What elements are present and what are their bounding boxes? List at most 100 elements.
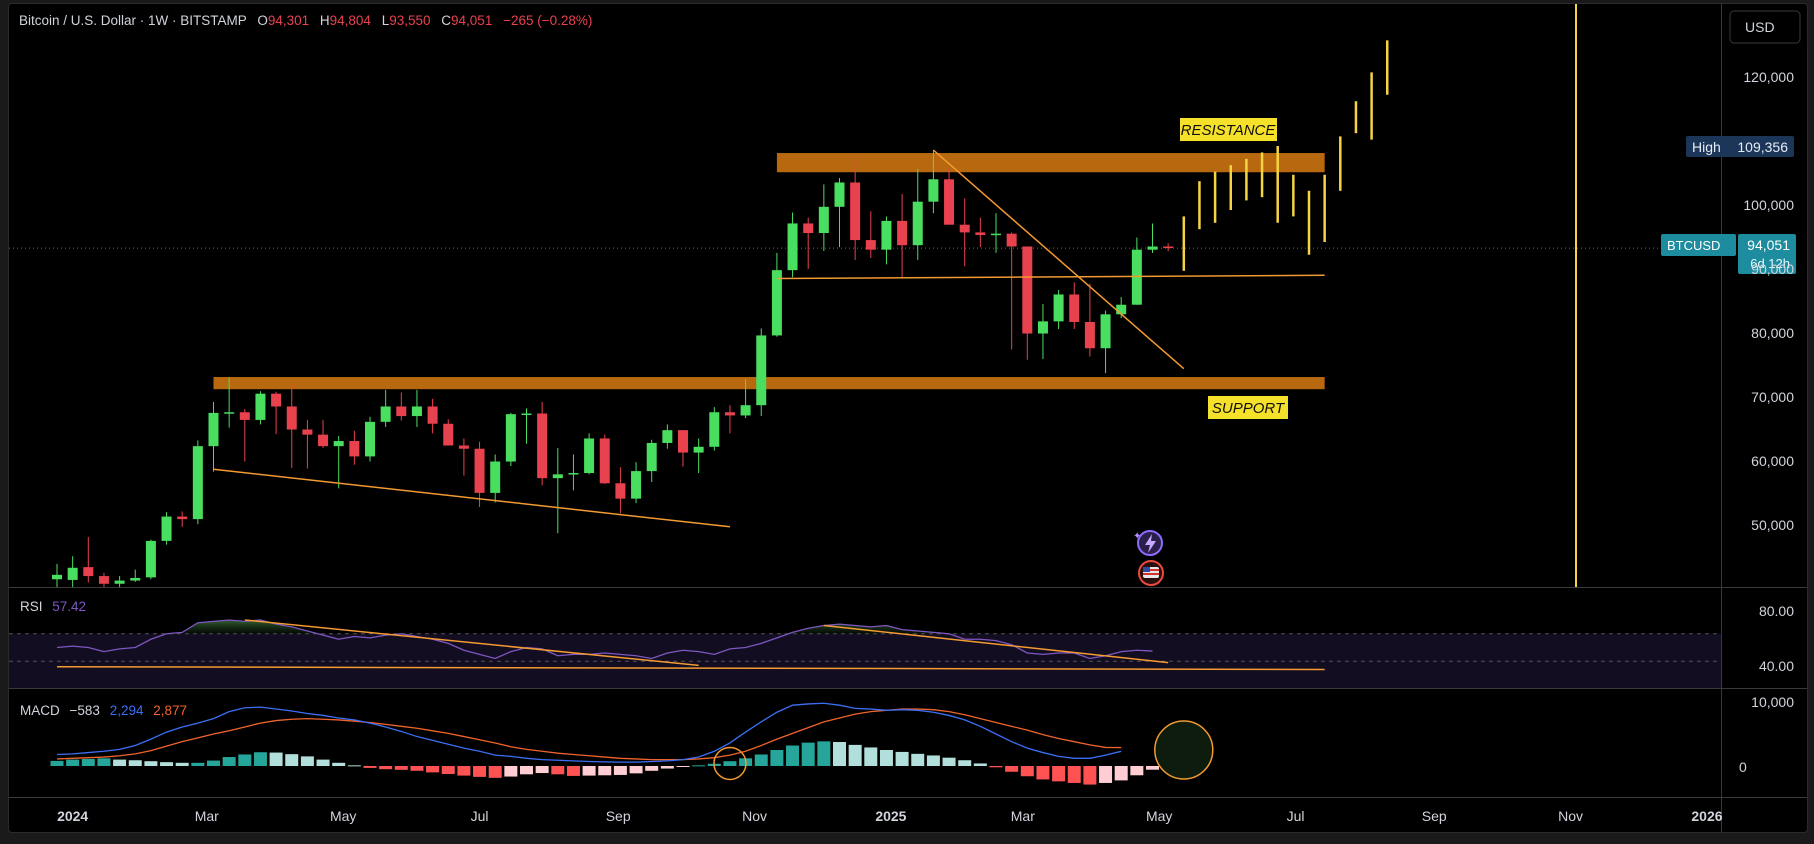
- macd-histogram-bar: [598, 766, 612, 776]
- candle-body: [505, 414, 516, 462]
- candle-body: [83, 567, 94, 577]
- candle-body: [271, 393, 282, 407]
- low-value: 93,550: [389, 13, 430, 28]
- candle-body: [239, 412, 250, 420]
- macd-histogram-bar: [786, 745, 800, 766]
- time-axis-label: 2026: [1691, 808, 1722, 824]
- currency-button[interactable]: USD: [1729, 10, 1801, 44]
- macd-histogram-bar: [989, 766, 1003, 768]
- macd-histogram-bar: [222, 757, 236, 766]
- ticker-badge: BTCUSD 94,051 6d 12h: [1661, 234, 1796, 274]
- candle-body: [443, 423, 454, 446]
- candle-body: [756, 335, 767, 406]
- candle-body: [631, 471, 642, 499]
- macd-histogram-bar: [160, 762, 174, 766]
- candle-body: [740, 405, 751, 416]
- price-tick: 70,000: [1751, 389, 1794, 405]
- candle-body: [991, 233, 1001, 236]
- candle-body: [380, 406, 391, 422]
- time-axis-label: 2025: [875, 808, 906, 824]
- time-axis-label: Nov: [1558, 808, 1583, 824]
- macd-histogram-bar: [520, 766, 533, 775]
- support-text: SUPPORT: [1212, 400, 1286, 417]
- time-axis-label: 2024: [57, 808, 88, 824]
- svg-text:RSI 57.42: RSI 57.42: [20, 599, 86, 614]
- macd-histogram-bar: [269, 752, 283, 766]
- candle-body: [803, 223, 814, 234]
- candle-body: [192, 446, 203, 520]
- candle-body: [818, 206, 829, 234]
- macd-histogram-bar: [958, 760, 972, 766]
- rsi-tick: 80.00: [1759, 603, 1794, 619]
- candle-body: [709, 412, 720, 447]
- macd-signal-value: 2,877: [153, 703, 187, 718]
- price-axis[interactable]: 120,000 100,000 90,000 80,000 70,000 60,…: [1743, 69, 1794, 533]
- macd-histogram-bar: [1099, 766, 1113, 783]
- lightning-event-icon[interactable]: ✦: [1133, 530, 1163, 556]
- macd-line-value: 2,294: [110, 703, 144, 718]
- macd-histogram-bar: [113, 759, 127, 766]
- macd-histogram-bar: [1146, 766, 1159, 770]
- candle-body: [365, 421, 375, 457]
- candle-body: [161, 516, 172, 541]
- macd-histogram-bar: [1083, 766, 1097, 785]
- candle-body: [177, 516, 188, 520]
- macd-histogram-bar: [1052, 766, 1066, 782]
- time-axis-label: May: [1146, 808, 1172, 824]
- macd-histogram-bar: [629, 766, 643, 774]
- time-axis-label: Mar: [1011, 808, 1035, 824]
- candle-body: [975, 232, 986, 235]
- price-tick: 80,000: [1751, 325, 1794, 341]
- candle-body: [1084, 322, 1095, 349]
- macd-histogram-bar: [238, 754, 252, 766]
- high-badge-value: 109,356: [1737, 139, 1788, 155]
- low-label: L: [382, 13, 390, 28]
- chart-canvas[interactable]: Bitcoin / U.S. Dollar · 1W · BITSTAMP O9…: [9, 4, 1807, 832]
- macd-histogram-bar: [613, 766, 627, 775]
- candle-body: [1147, 246, 1158, 250]
- macd-histogram-bar: [175, 762, 189, 766]
- candle-body: [662, 430, 673, 443]
- rsi-axis[interactable]: 80.00 40.00: [1759, 603, 1794, 674]
- macd-histogram-bar: [441, 766, 455, 774]
- macd-histogram-bar: [316, 759, 330, 766]
- support-label: SUPPORT: [1208, 396, 1288, 419]
- candle-body: [944, 179, 955, 225]
- macd-tick: 0: [1739, 759, 1747, 775]
- ticker-badge-value: 94,051: [1747, 237, 1790, 253]
- time-axis[interactable]: 2024 Mar May Jul Sep Nov 2025 Mar May Jul Sep Nov 20…: [57, 808, 1723, 824]
- rsi-pane[interactable]: [9, 619, 1721, 689]
- candle-body: [1006, 233, 1017, 247]
- macd-pane[interactable]: [50, 702, 1214, 785]
- macd-histogram-bar: [801, 742, 815, 766]
- resistance-label: RESISTANCE: [1180, 118, 1277, 141]
- us-flag-event-icon[interactable]: [1138, 560, 1164, 586]
- svg-text:Bitcoin / U.S. Dollar · 1W · B: Bitcoin / U.S. Dollar · 1W · BITSTAMP O9…: [19, 13, 592, 28]
- macd-axis[interactable]: 10,000 0: [1739, 694, 1794, 775]
- candle-body: [333, 441, 344, 447]
- price-tick: 60,000: [1751, 453, 1794, 469]
- candle-body: [552, 474, 563, 479]
- rsi-line: [56, 619, 1153, 660]
- macd-histogram-bar: [692, 765, 706, 767]
- time-axis-label: Jul: [471, 808, 489, 824]
- candle-body: [897, 220, 908, 246]
- candle-body: [615, 483, 626, 499]
- macd-label: MACD: [20, 703, 60, 718]
- rsi-value: 57.42: [52, 599, 86, 614]
- candle-body: [568, 473, 579, 475]
- candle-body: [458, 445, 469, 449]
- close-value: 94,051: [451, 13, 492, 28]
- background-layer: [9, 4, 1807, 832]
- candle-body: [678, 430, 688, 453]
- svg-text:✦: ✦: [1133, 531, 1141, 542]
- price-pane[interactable]: [9, 4, 1721, 604]
- candle-body: [1100, 314, 1111, 349]
- ticker-badge-label: BTCUSD: [1667, 238, 1720, 253]
- macd-histogram-bar: [864, 747, 878, 766]
- time-axis-label: Jul: [1287, 808, 1305, 824]
- macd-histogram-bar: [363, 766, 377, 768]
- change-value: −265 (−0.28%): [503, 13, 592, 28]
- macd-histogram-bar: [535, 766, 549, 774]
- macd-histogram-bar: [253, 752, 267, 766]
